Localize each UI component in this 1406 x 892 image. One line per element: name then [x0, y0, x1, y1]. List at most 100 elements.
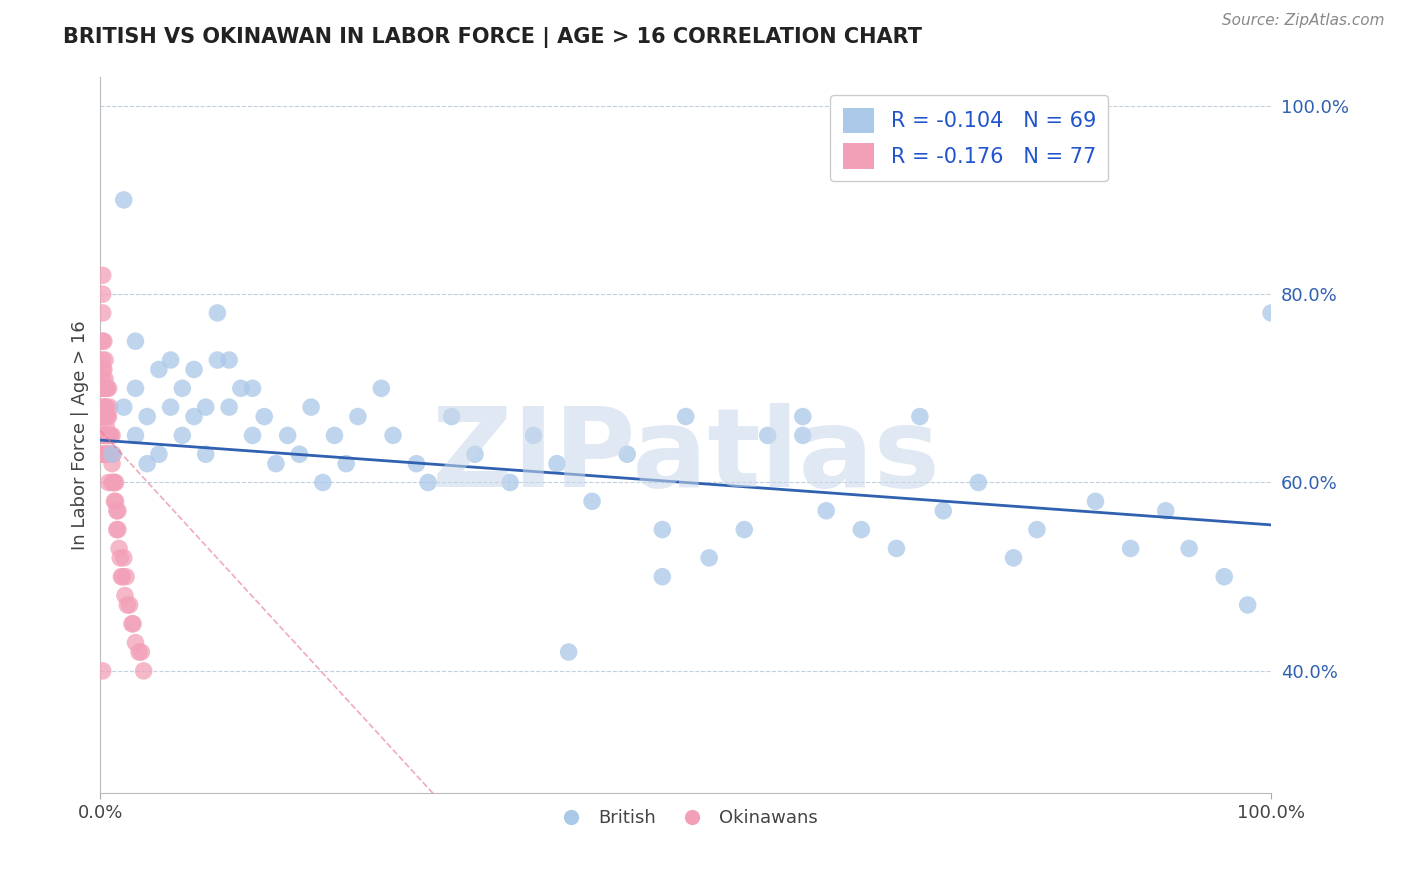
Point: [91, 334, 114, 349]
Point: [908, 409, 931, 424]
Point: [522, 428, 544, 442]
Point: [91, 400, 114, 414]
Point: [218, 353, 240, 368]
Point: [218, 400, 240, 414]
Point: [183, 409, 205, 424]
Point: [97, 409, 120, 424]
Point: [94, 447, 117, 461]
Point: [122, 616, 145, 631]
Point: [1178, 541, 1201, 556]
Point: [323, 428, 346, 442]
Point: [96, 400, 118, 414]
Point: [103, 447, 125, 461]
Point: [91, 664, 114, 678]
Point: [93, 428, 115, 442]
Point: [96, 409, 118, 424]
Point: [103, 475, 125, 490]
Point: [104, 475, 127, 490]
Point: [347, 409, 370, 424]
Point: [93, 409, 115, 424]
Point: [91, 409, 114, 424]
Point: [264, 457, 287, 471]
Point: [128, 645, 150, 659]
Point: [97, 447, 120, 461]
Point: [91, 268, 114, 283]
Point: [546, 457, 568, 471]
Point: [111, 570, 134, 584]
Point: [1236, 598, 1258, 612]
Point: [103, 475, 125, 490]
Point: [107, 523, 129, 537]
Point: [98, 447, 121, 461]
Point: [105, 504, 128, 518]
Point: [792, 428, 814, 442]
Point: [96, 400, 118, 414]
Point: [405, 457, 427, 471]
Point: [101, 475, 124, 490]
Point: [93, 362, 115, 376]
Point: [91, 353, 114, 368]
Point: [100, 428, 122, 442]
Point: [440, 409, 463, 424]
Legend: British, Okinawans: British, Okinawans: [546, 802, 825, 834]
Point: [299, 400, 322, 414]
Point: [464, 447, 486, 461]
Point: [91, 447, 114, 461]
Point: [132, 664, 155, 678]
Point: [96, 381, 118, 395]
Point: [98, 400, 121, 414]
Point: [124, 428, 146, 442]
Point: [124, 381, 146, 395]
Point: [91, 306, 114, 320]
Point: [108, 541, 131, 556]
Point: [97, 428, 120, 442]
Point: [112, 193, 135, 207]
Point: [101, 428, 124, 442]
Point: [183, 362, 205, 376]
Point: [94, 353, 117, 368]
Point: [94, 381, 117, 395]
Point: [105, 523, 128, 537]
Point: [110, 570, 132, 584]
Point: [101, 457, 124, 471]
Point: [136, 409, 159, 424]
Point: [136, 457, 159, 471]
Point: [382, 428, 405, 442]
Point: [96, 381, 118, 395]
Point: [93, 400, 115, 414]
Point: [651, 570, 673, 584]
Point: [312, 475, 335, 490]
Point: [815, 504, 838, 518]
Point: [112, 550, 135, 565]
Point: [581, 494, 603, 508]
Point: [112, 400, 135, 414]
Point: [229, 381, 252, 395]
Point: [148, 362, 170, 376]
Point: [253, 409, 276, 424]
Point: [194, 447, 217, 461]
Point: [172, 428, 194, 442]
Point: [91, 372, 114, 386]
Point: [1213, 570, 1236, 584]
Point: [886, 541, 908, 556]
Point: [96, 447, 118, 461]
Point: [159, 400, 181, 414]
Point: [159, 353, 181, 368]
Point: [114, 589, 136, 603]
Point: [96, 419, 118, 434]
Point: [418, 475, 440, 490]
Point: [91, 287, 114, 301]
Point: [121, 616, 143, 631]
Point: [96, 409, 118, 424]
Text: Source: ZipAtlas.com: Source: ZipAtlas.com: [1222, 13, 1385, 29]
Point: [131, 645, 153, 659]
Point: [207, 306, 229, 320]
Point: [118, 598, 141, 612]
Point: [1084, 494, 1107, 508]
Point: [124, 334, 146, 349]
Text: BRITISH VS OKINAWAN IN LABOR FORCE | AGE > 16 CORRELATION CHART: BRITISH VS OKINAWAN IN LABOR FORCE | AGE…: [63, 27, 922, 48]
Point: [97, 381, 120, 395]
Point: [93, 447, 115, 461]
Point: [94, 372, 117, 386]
Point: [616, 447, 638, 461]
